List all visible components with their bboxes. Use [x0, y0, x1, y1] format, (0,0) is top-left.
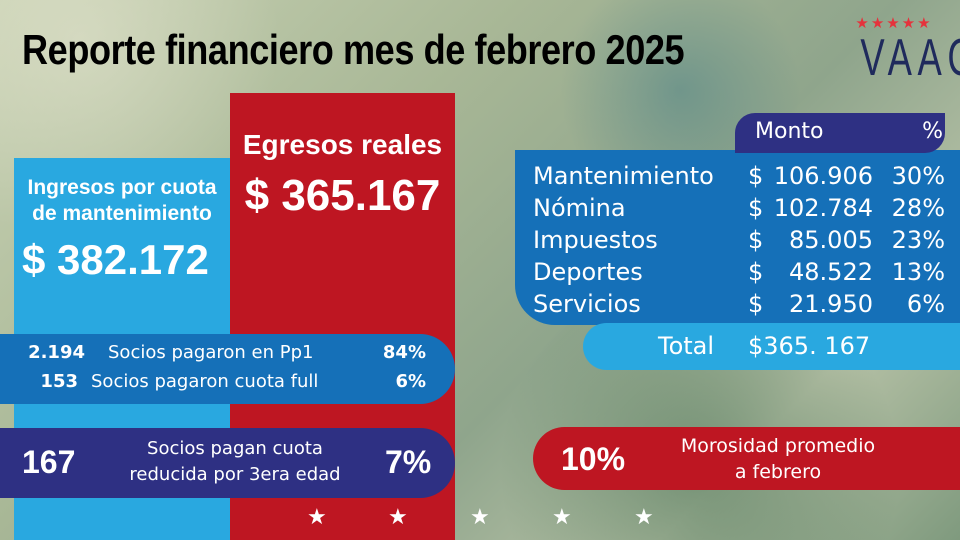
currency: $: [748, 258, 764, 286]
percent: 23%: [891, 226, 945, 254]
table-row: Mantenimiento $106.906 30%: [533, 162, 948, 194]
header-monto: Monto: [755, 119, 824, 144]
currency: $: [748, 290, 764, 318]
star-icon: ★: [470, 505, 490, 530]
socios-count: 2.194: [28, 342, 85, 363]
morosidad-label-1: Morosidad promedio: [680, 435, 876, 457]
morosidad-pill: 10% Morosidad promedio a febrero: [533, 427, 960, 490]
star-icon: ★: [552, 505, 572, 530]
socios-percent: 84%: [382, 342, 426, 363]
concept: Servicios: [533, 290, 641, 318]
table-row: Impuestos $85.005 23%: [533, 226, 948, 258]
table-row: Deportes $48.522 13%: [533, 258, 948, 290]
currency: $: [748, 226, 764, 254]
morosidad-percent: 10%: [561, 441, 626, 477]
egresos-label: Egresos reales: [242, 129, 443, 160]
percent: 6%: [906, 290, 945, 318]
amount: 48.522: [789, 258, 873, 286]
tercera-edad-count: 167: [22, 444, 76, 480]
socios-label: Socios pagaron cuota full: [91, 371, 319, 392]
concept: Impuestos: [533, 226, 658, 254]
amount: 21.950: [789, 290, 873, 318]
amount: 106.906: [773, 162, 873, 190]
socios-pago-pill: 2.194 Socios pagaron en Pp1 84% 153 Soci…: [0, 334, 455, 404]
total-value: $365. 167: [748, 332, 871, 360]
concept: Nómina: [533, 194, 626, 222]
percent: 28%: [891, 194, 945, 222]
egresos-amount: $ 365.167: [244, 171, 441, 220]
star-icon: ★: [634, 505, 654, 530]
amount: 102.784: [773, 194, 873, 222]
currency: $: [748, 162, 764, 190]
logo-stars: ★★★★★: [855, 14, 933, 32]
star-icon: ★: [307, 505, 327, 530]
table-row: Nómina $102.784 28%: [533, 194, 948, 226]
percent: 30%: [891, 162, 945, 190]
header-percent: %: [922, 119, 943, 144]
logo-text: VAAC: [860, 29, 960, 87]
percent: 13%: [891, 258, 945, 286]
egresos-table: Mantenimiento $106.906 30% Nómina $102.784 2…: [515, 150, 960, 325]
vaac-logo: ★★★★★ VAAC: [846, 14, 960, 87]
table-header: Monto %: [735, 113, 945, 153]
ingresos-label-2: de mantenimiento: [32, 202, 212, 225]
socios-count: 153: [40, 371, 78, 392]
socios-percent: 6%: [395, 371, 426, 392]
page-title: Reporte financiero mes de febrero 2025: [22, 26, 685, 73]
amount: 85.005: [789, 226, 873, 254]
concept: Mantenimiento: [533, 162, 714, 190]
tercera-edad-percent: 7%: [385, 444, 432, 480]
socios-label: Socios pagaron en Pp1: [108, 342, 314, 363]
tercera-edad-pill: 167 Socios pagan cuota reducida por 3era…: [0, 428, 455, 498]
tercera-edad-label-2: reducida por 3era edad: [129, 464, 341, 485]
table-row: Servicios $21.950 6%: [533, 290, 948, 322]
total-label: Total: [658, 332, 715, 360]
total-pill: Total $365. 167: [583, 323, 960, 370]
tercera-edad-label-1: Socios pagan cuota: [147, 438, 323, 459]
star-icon: ★: [388, 505, 408, 530]
ingresos-label-1: Ingresos por cuota: [27, 176, 217, 199]
concept: Deportes: [533, 258, 643, 286]
currency: $: [748, 194, 764, 222]
morosidad-label-2: a febrero: [734, 461, 822, 483]
ingresos-amount: $ 382.172: [22, 236, 209, 283]
